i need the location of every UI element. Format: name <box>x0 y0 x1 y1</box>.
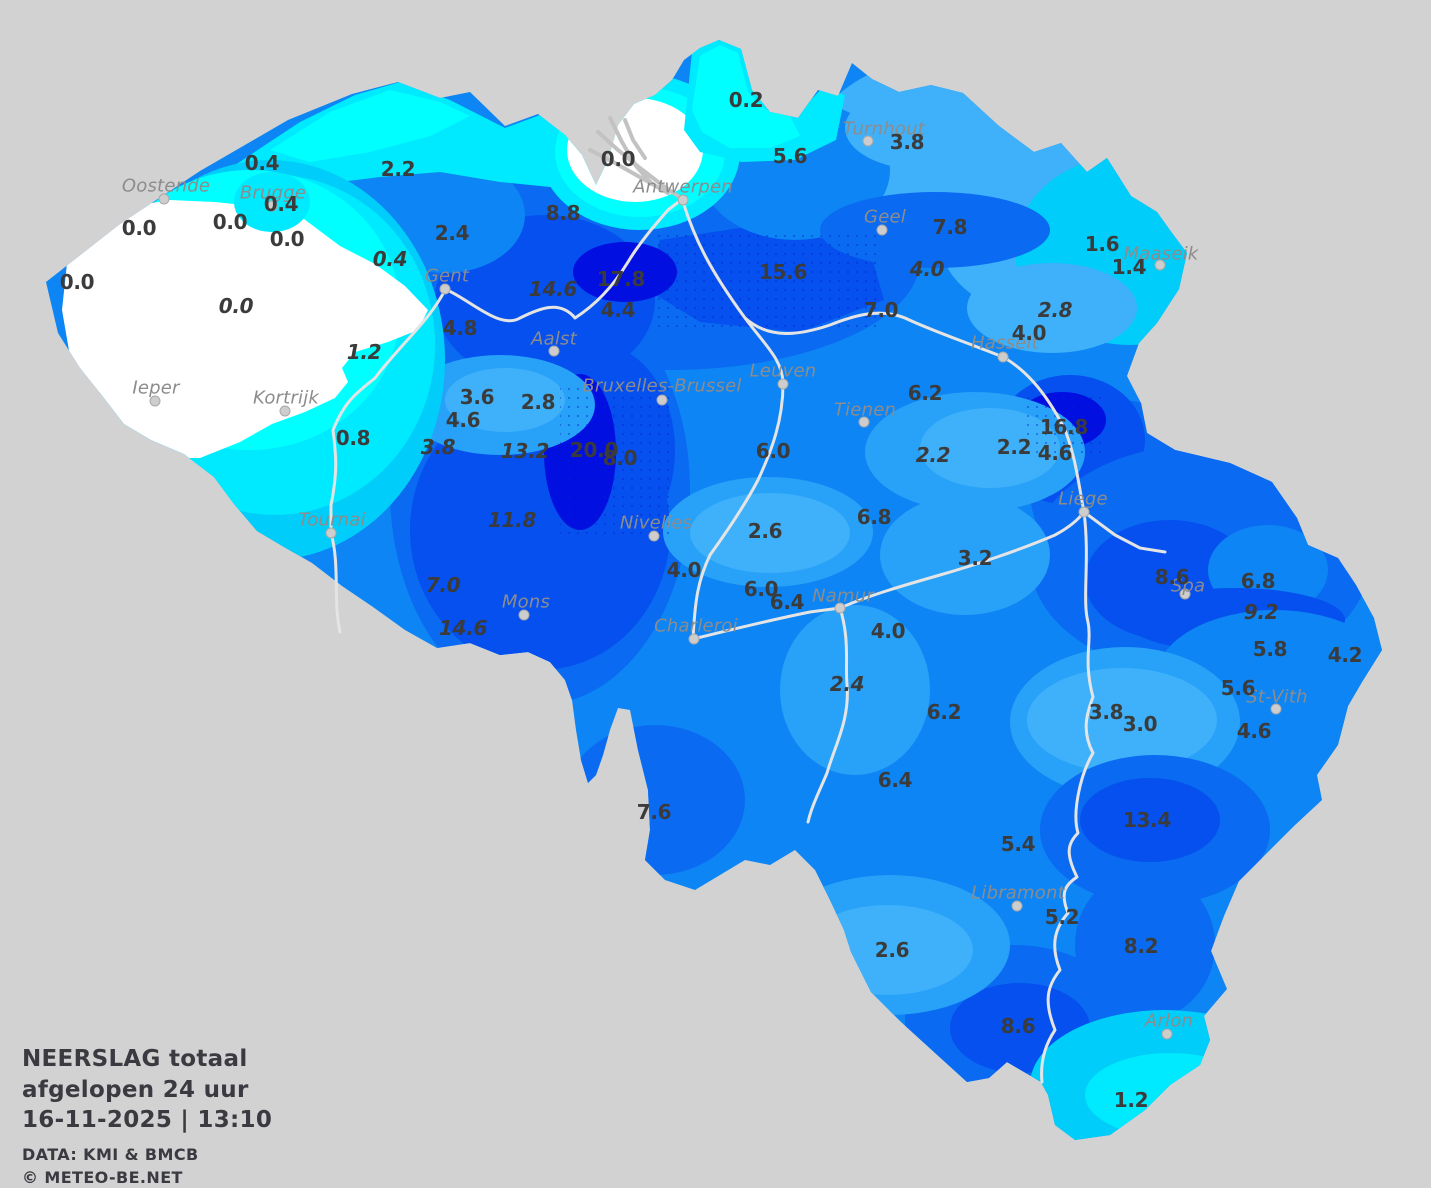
copyright: © METEO-BE.NET <box>22 1167 183 1187</box>
title-block: NEERSLAG totaal afgelopen 24 uur 16-11-2… <box>22 1044 272 1188</box>
port-roads <box>588 116 680 198</box>
map-title: NEERSLAG totaal <box>22 1046 248 1072</box>
map-subtitle: afgelopen 24 uur <box>22 1076 249 1103</box>
province-river-lines <box>329 198 1167 1084</box>
map-datetime: 16-11-2025 | 13:10 <box>22 1107 273 1134</box>
data-source: DATA: KMI & BMCB <box>22 1144 199 1164</box>
